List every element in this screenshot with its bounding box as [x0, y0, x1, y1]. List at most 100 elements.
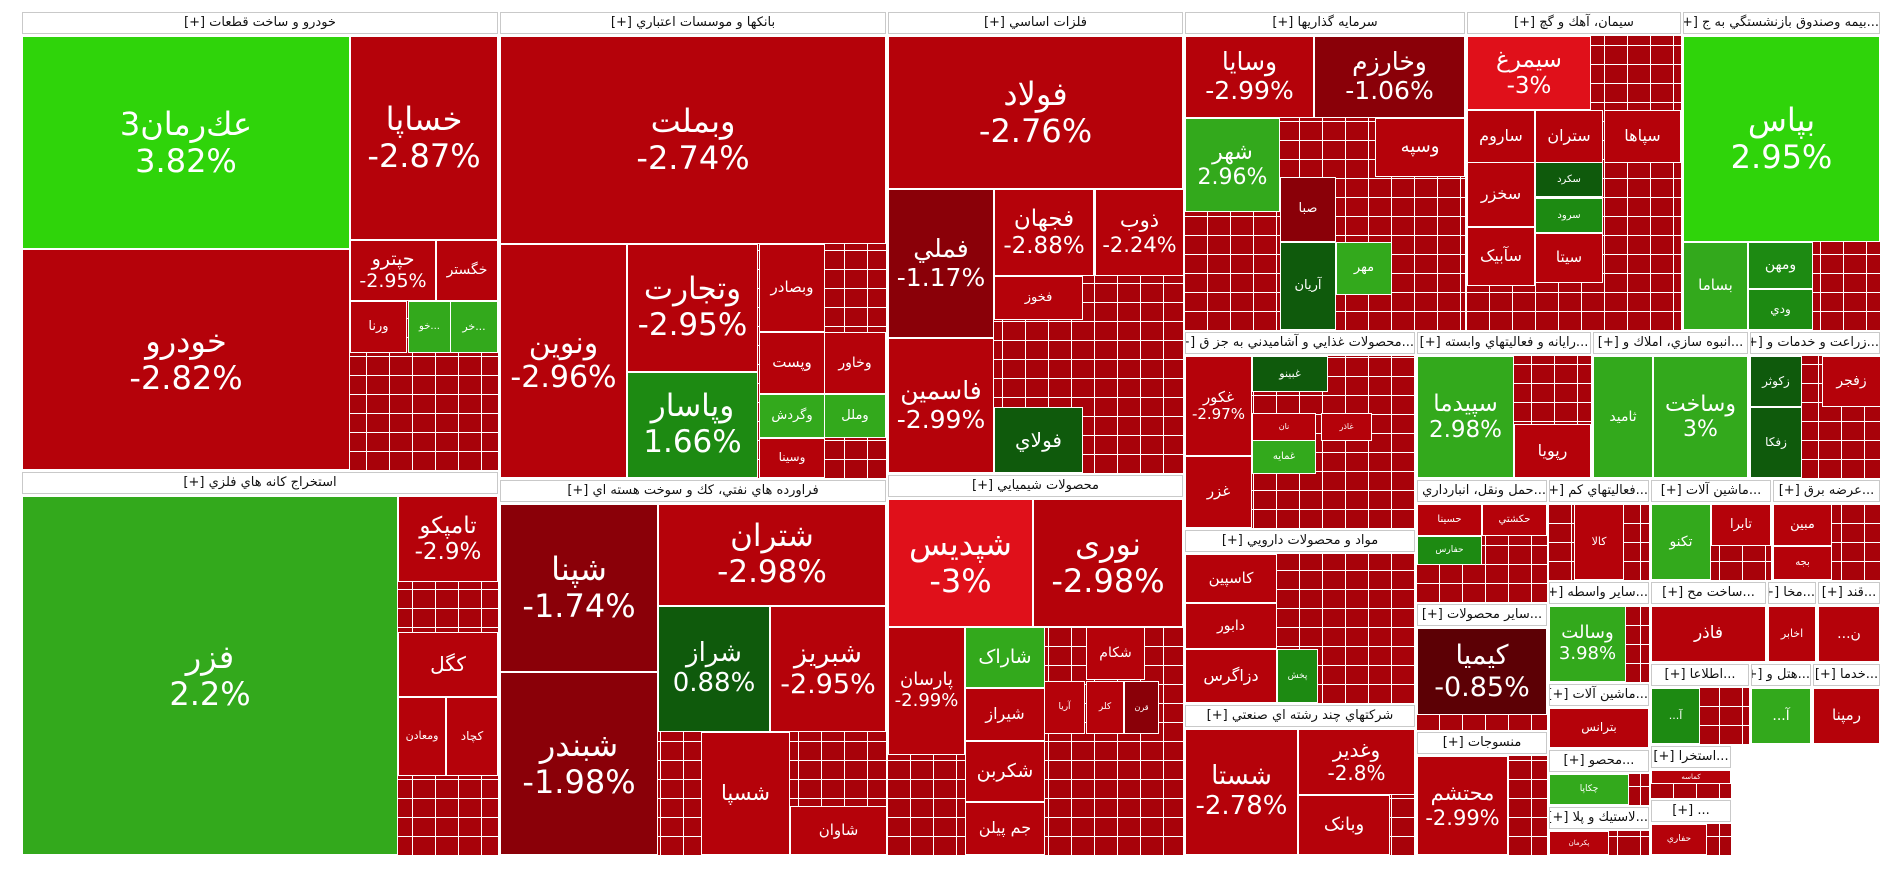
treemap-tile[interactable]: حسینا	[1417, 504, 1482, 536]
treemap-tile[interactable]: وسایا -2.99%	[1185, 36, 1314, 118]
treemap-tile[interactable]: آریان	[1280, 242, 1336, 330]
treemap-tile[interactable]: بپاس 2.95%	[1683, 36, 1880, 242]
treemap-tile[interactable]: کماسه	[1651, 770, 1731, 784]
treemap-tile[interactable]: وغدیر -2.8%	[1298, 729, 1415, 795]
sector-title[interactable]: ...فعاليتهاي كم [+]	[1549, 480, 1649, 502]
treemap-tile[interactable]: پخش	[1277, 649, 1318, 703]
treemap-tile[interactable]: نوری -2.98%	[1033, 499, 1183, 627]
sector-title[interactable]: مواد و محصولات دارويي [+]	[1185, 530, 1415, 552]
treemap-tile[interactable]: کگل	[398, 632, 498, 697]
treemap-tile[interactable]: کاسپین	[1185, 554, 1277, 603]
treemap-tile[interactable]: سآبیک	[1467, 227, 1535, 286]
sector-title[interactable]: شرکتهاي چند رشته اي صنعتي [+]	[1185, 705, 1415, 727]
treemap-tile[interactable]: شستا -2.78%	[1185, 729, 1298, 855]
treemap-tile[interactable]: وپست	[759, 332, 825, 394]
treemap-tile[interactable]: شراز 0.88%	[658, 606, 770, 732]
treemap-tile[interactable]: تکنو	[1651, 504, 1711, 580]
sector-title[interactable]: ...رايانه و فعاليتهاي وابسته [+]	[1417, 332, 1591, 354]
treemap-tile[interactable]: کچاد	[446, 697, 498, 776]
treemap-tile[interactable]: کیمیا -0.85%	[1417, 628, 1547, 715]
treemap-tile[interactable]: رمپنا	[1813, 688, 1880, 744]
treemap-tile[interactable]: ورنا	[350, 301, 407, 353]
treemap-tile[interactable]: حفارس	[1417, 536, 1482, 565]
sector-title[interactable]: سرمايه گذاريها [+]	[1185, 12, 1465, 34]
treemap-tile[interactable]: فزر 2.2%	[22, 496, 398, 855]
treemap-tile[interactable]: وبملت -2.74%	[500, 36, 886, 244]
treemap-tile[interactable]: تابرا	[1711, 504, 1771, 546]
treemap-tile[interactable]: ونوین -2.96%	[500, 244, 627, 478]
treemap-tile[interactable]: چکاپا	[1549, 774, 1629, 805]
treemap-tile[interactable]: کلر	[1086, 681, 1124, 734]
treemap-tile[interactable]: مبین	[1773, 504, 1832, 546]
treemap-tile[interactable]: شیراز	[965, 688, 1045, 741]
treemap-tile[interactable]: غكور -2.97%	[1185, 356, 1252, 456]
treemap-tile[interactable]: خودرو -2.82%	[22, 249, 350, 470]
sector-title[interactable]: ...مخا [+]	[1768, 582, 1816, 604]
treemap-tile[interactable]: وگردش	[759, 394, 825, 438]
treemap-tile[interactable]: وپاسار 1.66%	[627, 372, 758, 478]
sector-title[interactable]: خودرو و ساخت قطعات [+]	[22, 12, 498, 34]
sector-title[interactable]: ...انبوه سازي، املاك و [+]	[1593, 332, 1748, 354]
treemap-tile[interactable]: ذوب -2.24%	[1095, 189, 1184, 276]
treemap-tile[interactable]: شاوان	[790, 806, 887, 855]
treemap-tile[interactable]: زکوثر	[1750, 356, 1802, 407]
sector-title[interactable]: ...لاستيك و پلا [+]	[1549, 807, 1649, 829]
sector-title[interactable]: ...ماشين آلات [+]	[1549, 684, 1649, 706]
treemap-tile[interactable]: زفكا	[1750, 407, 1802, 478]
treemap-tile[interactable]: سپاها	[1604, 110, 1681, 163]
treemap-tile[interactable]: خساپا -2.87%	[350, 36, 498, 240]
treemap-tile[interactable]: ...آ	[1751, 688, 1811, 744]
sector-title[interactable]: ...ساير واسطه [+]	[1549, 582, 1649, 604]
treemap-tile[interactable]: ﻋﻚ‌رمان3 3.82%	[22, 36, 350, 249]
treemap-tile[interactable]: شتران -2.98%	[658, 504, 886, 606]
treemap-tile[interactable]: شبندر -1.98%	[500, 672, 658, 855]
sector-title[interactable]: فلزات اساسي [+]	[888, 12, 1183, 34]
treemap-tile[interactable]: فولاي	[994, 407, 1083, 473]
treemap-tile[interactable]: ستران	[1535, 110, 1603, 163]
treemap-tile[interactable]: فجهان -2.88%	[994, 189, 1094, 276]
treemap-tile[interactable]: ...ن	[1818, 606, 1880, 662]
treemap-tile[interactable]: وسپه	[1375, 118, 1465, 177]
treemap-tile[interactable]: شاراک	[965, 627, 1045, 688]
treemap-tile[interactable]: غمایه	[1252, 440, 1316, 474]
treemap-tile[interactable]: فولاد -2.76%	[888, 36, 1183, 189]
treemap-tile[interactable]: خگستر	[436, 240, 498, 301]
treemap-tile[interactable]: محتشم -2.99%	[1417, 756, 1508, 855]
treemap-tile[interactable]: شهر 2.96%	[1185, 118, 1280, 212]
treemap-tile[interactable]: غبینو	[1252, 356, 1328, 392]
treemap-tile[interactable]: فخوز	[994, 276, 1083, 320]
treemap-tile[interactable]: فاسمین -2.99%	[888, 338, 994, 473]
sector-title[interactable]: ...ماشين آلات [+]	[1651, 480, 1771, 502]
treemap-tile[interactable]: جم پیلن	[965, 802, 1045, 855]
sector-title[interactable]: بانکها و موسسات اعتباري [+]	[500, 12, 886, 34]
treemap-tile[interactable]: پکرمان	[1549, 831, 1609, 855]
treemap-tile[interactable]: کالا	[1574, 504, 1624, 580]
sector-title[interactable]: ...محصو [+]	[1549, 750, 1649, 772]
treemap-tile[interactable]: پارسان -2.99%	[888, 627, 965, 755]
treemap-tile[interactable]: بساما	[1683, 242, 1748, 330]
treemap-tile[interactable]: وبانک	[1298, 795, 1390, 855]
treemap-tile[interactable]: سخزر	[1467, 162, 1535, 227]
sector-title[interactable]: سيمان، آهك و گچ [+]	[1467, 12, 1681, 34]
treemap-tile[interactable]: سپیدما 2.98%	[1417, 356, 1514, 478]
treemap-tile[interactable]: وخاور	[824, 332, 886, 394]
treemap-tile[interactable]: سرود	[1535, 198, 1603, 233]
treemap-tile[interactable]: شبریز -2.95%	[770, 606, 886, 732]
sector-title[interactable]: ...هتل و [+]	[1751, 664, 1811, 686]
sector-title[interactable]: ...اطلاعا [+]	[1651, 664, 1749, 686]
sector-title[interactable]: ... [+]	[1651, 800, 1731, 822]
treemap-tile[interactable]: مهر	[1336, 242, 1392, 295]
sector-title[interactable]: ...قند [+]	[1818, 582, 1880, 604]
treemap-tile[interactable]: فاذر	[1651, 606, 1766, 662]
sector-title[interactable]: محصولات شيميايي [+]	[888, 475, 1183, 497]
treemap-tile[interactable]: سیمرغ -3%	[1467, 36, 1591, 110]
treemap-tile[interactable]: حکشتي	[1482, 504, 1547, 536]
treemap-tile[interactable]: بترانس	[1549, 708, 1649, 748]
sector-title[interactable]: ...عرضه برق [+]	[1773, 480, 1880, 502]
treemap-tile[interactable]: غاذر	[1321, 413, 1372, 441]
sector-title[interactable]: ...استخرا [+]	[1651, 746, 1731, 768]
treemap-tile[interactable]: شکربن	[965, 741, 1045, 802]
treemap-tile[interactable]: شپنا -1.74%	[500, 504, 658, 672]
treemap-tile[interactable]: ودي	[1748, 289, 1813, 330]
treemap-tile[interactable]: شپدیس -3%	[888, 499, 1033, 627]
